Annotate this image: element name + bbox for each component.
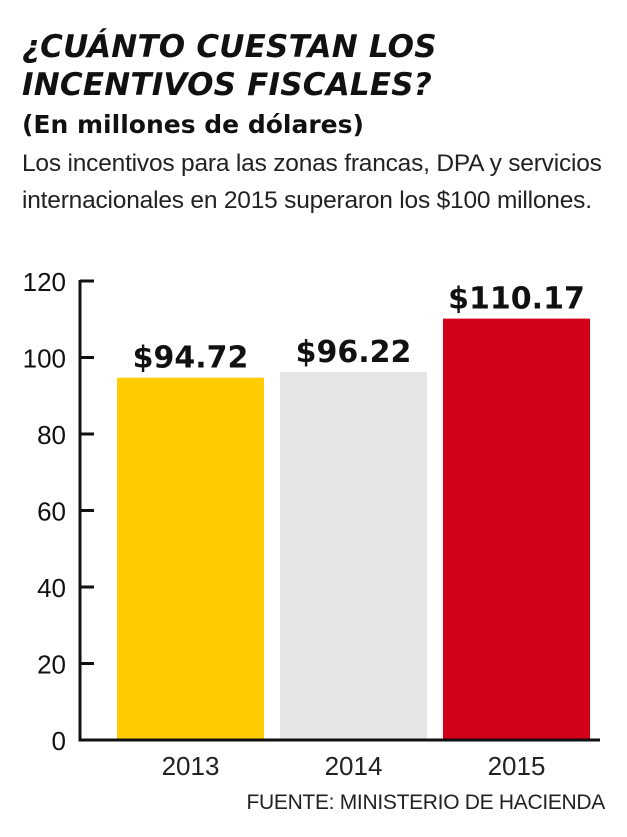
y-tick-label: 120	[23, 267, 66, 297]
bar-2014	[280, 371, 427, 739]
y-tick-label: 80	[37, 420, 66, 450]
data-label: $94.72	[133, 341, 249, 376]
y-tick-label: 0	[52, 726, 66, 756]
chart-description: Los incentivos para las zonas francas, D…	[22, 150, 602, 214]
data-label: $96.22	[296, 335, 412, 370]
source-note: FUENTE: MINISTERIO DE HACIENDA	[246, 791, 605, 814]
chart-title: ¿CUÁNTO CUESTAN LOS INCENTIVOS FISCALES?	[22, 29, 437, 103]
y-tick-label: 100	[23, 344, 66, 374]
x-tick-label: 2015	[488, 751, 546, 781]
y-tick-label: 40	[37, 573, 66, 603]
data-labels: 2013 $94.72 2014 $96.22 2015 $110.17	[133, 282, 585, 781]
y-tick-label: 20	[37, 650, 66, 680]
bar-2015	[443, 318, 590, 739]
axes: 0 20 40 60 80 100 120	[23, 267, 600, 756]
x-tick-label: 2014	[325, 751, 383, 781]
x-tick-label: 2013	[162, 751, 220, 781]
y-tick-label: 60	[37, 497, 66, 527]
bars	[117, 318, 590, 739]
data-label: $110.17	[448, 282, 585, 317]
chart-subtitle: (En millones de dólares)	[22, 110, 364, 139]
bar-2013	[117, 377, 264, 739]
